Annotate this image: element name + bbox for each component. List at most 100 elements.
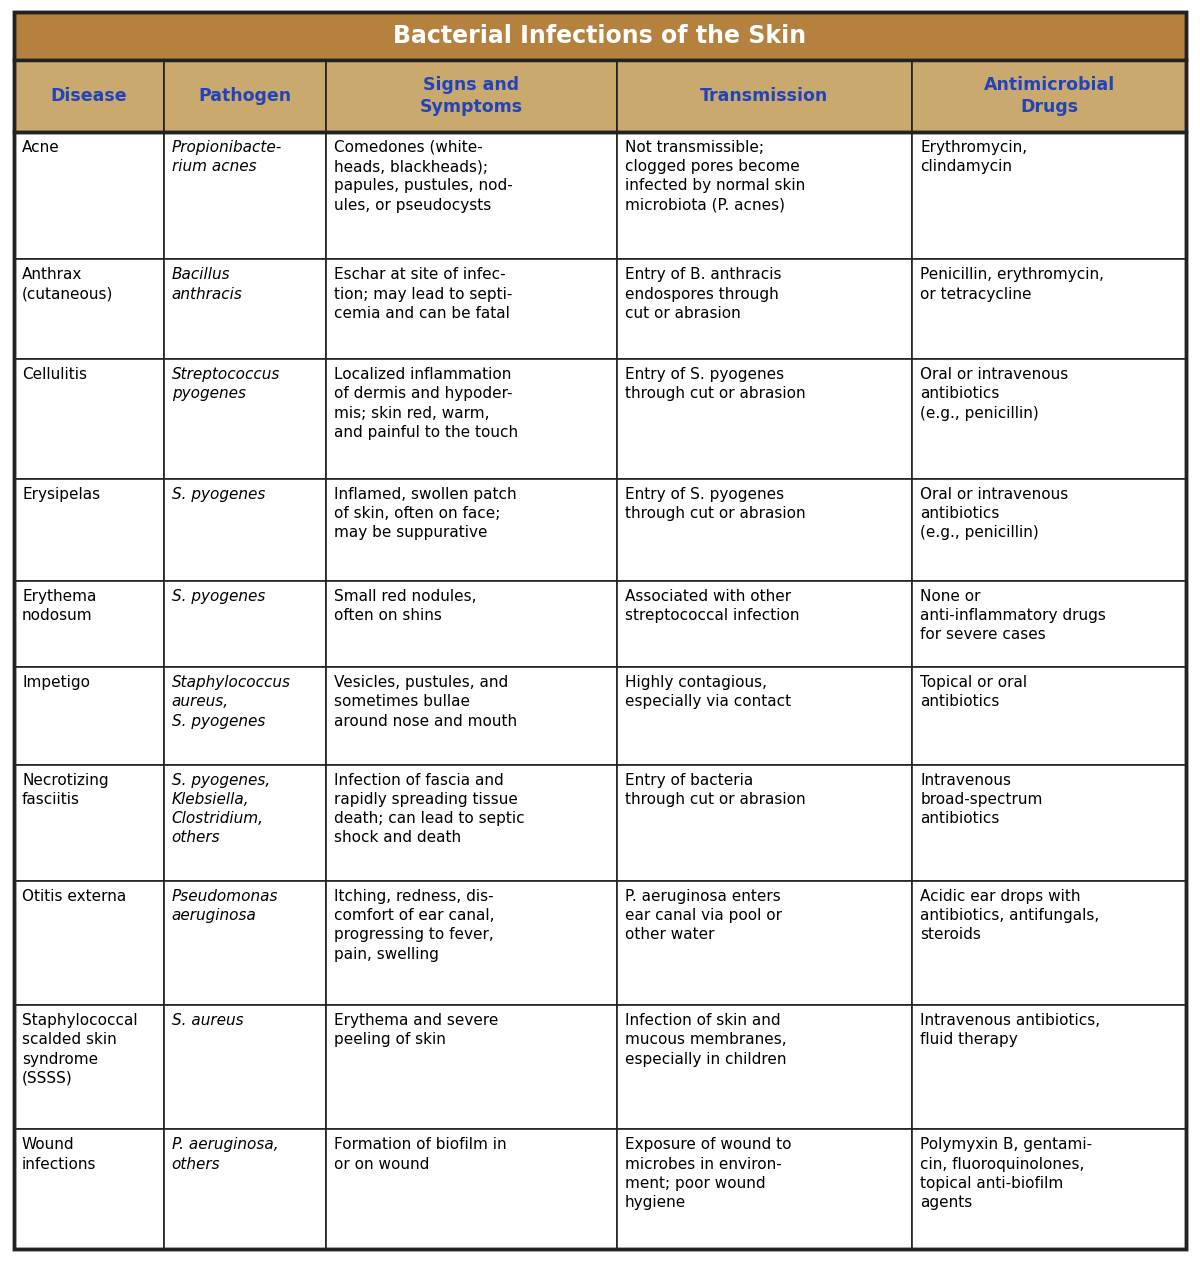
Bar <box>912 260 1186 359</box>
Bar <box>163 881 326 1005</box>
Bar <box>14 132 163 260</box>
Text: S. aureus: S. aureus <box>172 1013 244 1028</box>
Text: Entry of B. anthracis
endospores through
cut or abrasion: Entry of B. anthracis endospores through… <box>625 267 781 320</box>
Text: Acidic ear drops with
antibiotics, antifungals,
steroids: Acidic ear drops with antibiotics, antif… <box>920 889 1099 942</box>
Bar <box>912 359 1186 479</box>
Text: Staphylococcal
scalded skin
syndrome
(SSSS): Staphylococcal scalded skin syndrome (SS… <box>22 1013 138 1086</box>
Text: S. pyogenes,
Klebsiella,
Clostridium,
others: S. pyogenes, Klebsiella, Clostridium, ot… <box>172 773 270 845</box>
Bar <box>163 1005 326 1130</box>
Bar <box>163 359 326 479</box>
Text: Disease: Disease <box>50 87 127 105</box>
Bar <box>163 1130 326 1248</box>
Bar <box>163 667 326 764</box>
Text: Otitis externa: Otitis externa <box>22 889 126 904</box>
Text: Antimicrobial
Drugs: Antimicrobial Drugs <box>984 76 1115 116</box>
Text: Intravenous
broad-spectrum
antibiotics: Intravenous broad-spectrum antibiotics <box>920 773 1043 826</box>
Bar <box>163 132 326 260</box>
Text: Intravenous antibiotics,
fluid therapy: Intravenous antibiotics, fluid therapy <box>920 1013 1100 1048</box>
Bar <box>617 1005 912 1130</box>
Text: Erythromycin,
clindamycin: Erythromycin, clindamycin <box>920 140 1027 174</box>
Bar <box>912 881 1186 1005</box>
Bar <box>326 1130 617 1248</box>
Bar <box>912 132 1186 260</box>
Text: Itching, redness, dis-
comfort of ear canal,
progressing to fever,
pain, swellin: Itching, redness, dis- comfort of ear ca… <box>335 889 494 962</box>
Bar <box>326 764 617 881</box>
Text: Penicillin, erythromycin,
or tetracycline: Penicillin, erythromycin, or tetracyclin… <box>920 267 1104 301</box>
Bar <box>326 359 617 479</box>
Text: Bacterial Infections of the Skin: Bacterial Infections of the Skin <box>394 24 806 48</box>
Bar <box>617 359 912 479</box>
Text: Erythema and severe
peeling of skin: Erythema and severe peeling of skin <box>335 1013 498 1048</box>
Bar <box>912 581 1186 667</box>
Text: None or
anti-inflammatory drugs
for severe cases: None or anti-inflammatory drugs for seve… <box>920 589 1106 642</box>
Bar <box>326 479 617 581</box>
Text: Inflamed, swollen patch
of skin, often on face;
may be suppurative: Inflamed, swollen patch of skin, often o… <box>335 487 517 540</box>
Text: Topical or oral
antibiotics: Topical or oral antibiotics <box>920 675 1027 710</box>
Bar <box>163 764 326 881</box>
Text: Impetigo: Impetigo <box>22 675 90 690</box>
Bar <box>163 479 326 581</box>
Bar <box>14 1130 163 1248</box>
Text: P. aeruginosa,
others: P. aeruginosa, others <box>172 1137 278 1171</box>
Text: S. pyogenes: S. pyogenes <box>172 487 265 502</box>
Text: Vesicles, pustules, and
sometimes bullae
around nose and mouth: Vesicles, pustules, and sometimes bullae… <box>335 675 517 729</box>
Bar <box>617 132 912 260</box>
Bar <box>912 1005 1186 1130</box>
Text: Acne: Acne <box>22 140 60 155</box>
Bar <box>163 581 326 667</box>
Bar <box>14 881 163 1005</box>
Text: Pseudomonas
aeruginosa: Pseudomonas aeruginosa <box>172 889 278 923</box>
Text: Streptococcus
pyogenes: Streptococcus pyogenes <box>172 367 280 401</box>
Text: Formation of biofilm in
or on wound: Formation of biofilm in or on wound <box>335 1137 506 1171</box>
Bar <box>14 581 163 667</box>
Bar <box>14 479 163 581</box>
Bar <box>326 581 617 667</box>
Text: Cellulitis: Cellulitis <box>22 367 88 382</box>
Bar <box>14 132 1186 1248</box>
Bar <box>617 61 912 132</box>
Text: Wound
infections: Wound infections <box>22 1137 96 1171</box>
Bar <box>326 881 617 1005</box>
Bar <box>912 61 1186 132</box>
Text: Propionibacte-
rium acnes: Propionibacte- rium acnes <box>172 140 282 174</box>
Bar <box>617 764 912 881</box>
Bar <box>617 1130 912 1248</box>
Text: Pathogen: Pathogen <box>198 87 292 105</box>
Bar <box>617 581 912 667</box>
Bar <box>14 359 163 479</box>
Text: Erythema
nodosum: Erythema nodosum <box>22 589 96 623</box>
Bar <box>326 132 617 260</box>
Bar <box>14 61 163 132</box>
Text: Infection of fascia and
rapidly spreading tissue
death; can lead to septic
shock: Infection of fascia and rapidly spreadin… <box>335 773 524 845</box>
Bar <box>326 667 617 764</box>
Text: Anthrax
(cutaneous): Anthrax (cutaneous) <box>22 267 113 301</box>
Bar <box>326 1005 617 1130</box>
Bar <box>14 667 163 764</box>
Bar <box>326 260 617 359</box>
Text: Not transmissible;
clogged pores become
infected by normal skin
microbiota (P. a: Not transmissible; clogged pores become … <box>625 140 805 213</box>
Text: Staphylococcus
aureus,
S. pyogenes: Staphylococcus aureus, S. pyogenes <box>172 675 290 729</box>
Bar <box>14 13 1186 61</box>
Text: Eschar at site of infec-
tion; may lead to septi-
cemia and can be fatal: Eschar at site of infec- tion; may lead … <box>335 267 512 320</box>
Text: Polymyxin B, gentami-
cin, fluoroquinolones,
topical anti-biofilm
agents: Polymyxin B, gentami- cin, fluoroquinolo… <box>920 1137 1092 1209</box>
Bar <box>617 260 912 359</box>
Text: Bacillus
anthracis: Bacillus anthracis <box>172 267 242 301</box>
Bar <box>617 479 912 581</box>
Text: Infection of skin and
mucous membranes,
especially in children: Infection of skin and mucous membranes, … <box>625 1013 786 1067</box>
Text: P. aeruginosa enters
ear canal via pool or
other water: P. aeruginosa enters ear canal via pool … <box>625 889 781 942</box>
Text: Oral or intravenous
antibiotics
(e.g., penicillin): Oral or intravenous antibiotics (e.g., p… <box>920 367 1068 421</box>
Text: Highly contagious,
especially via contact: Highly contagious, especially via contac… <box>625 675 791 710</box>
Text: S. pyogenes: S. pyogenes <box>172 589 265 604</box>
Text: Associated with other
streptococcal infection: Associated with other streptococcal infe… <box>625 589 799 623</box>
Bar <box>14 61 1186 132</box>
Bar <box>163 260 326 359</box>
Bar <box>912 1130 1186 1248</box>
Bar <box>912 667 1186 764</box>
Bar <box>14 1005 163 1130</box>
Text: Entry of S. pyogenes
through cut or abrasion: Entry of S. pyogenes through cut or abra… <box>625 367 805 401</box>
Bar <box>617 667 912 764</box>
Bar <box>14 764 163 881</box>
Text: Localized inflammation
of dermis and hypoder-
mis; skin red, warm,
and painful t: Localized inflammation of dermis and hyp… <box>335 367 518 440</box>
Text: Necrotizing
fasciitis: Necrotizing fasciitis <box>22 773 109 807</box>
Text: Erysipelas: Erysipelas <box>22 487 100 502</box>
